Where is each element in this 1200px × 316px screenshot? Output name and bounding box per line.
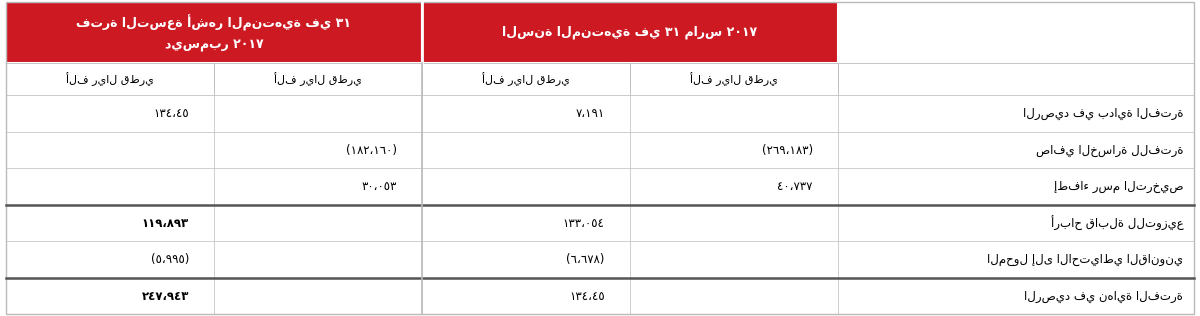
Bar	[214, 205, 422, 241]
Text: ألف ريال قطري: ألف ريال قطري	[274, 72, 361, 86]
Text: ديسمبر ٢٠١٧: ديسمبر ٢٠١٧	[164, 39, 263, 52]
Text: صافي الخسارة للفترة: صافي الخسارة للفترة	[1036, 144, 1183, 157]
Text: ١٣٤،٤٥: ١٣٤،٤٥	[569, 290, 605, 303]
Bar	[630, 278, 838, 314]
Bar	[6, 278, 214, 314]
Bar	[214, 95, 422, 132]
Bar	[6, 63, 214, 95]
Bar	[838, 168, 1194, 205]
Text: (١٨٢،١٦٠): (١٨٢،١٦٠)	[346, 144, 397, 157]
Text: (٦،٦٧٨): (٦،٦٧٨)	[566, 253, 605, 266]
Bar	[422, 132, 630, 168]
Bar	[422, 168, 630, 205]
Text: إطفاء رسم الترخيص: إطفاء رسم الترخيص	[1054, 180, 1183, 193]
Text: الرصيد في بداية الفترة: الرصيد في بداية الفترة	[1022, 107, 1183, 120]
Text: (٥،٩٩٥): (٥،٩٩٥)	[150, 253, 188, 266]
Bar	[214, 63, 422, 95]
Text: ألف ريال قطري: ألف ريال قطري	[690, 72, 778, 86]
Bar	[630, 95, 838, 132]
Bar	[422, 2, 838, 63]
Bar	[214, 278, 422, 314]
Text: أرباح قابلة للتوزيع: أرباح قابلة للتوزيع	[1050, 216, 1183, 231]
Bar	[6, 2, 422, 63]
Text: ١٣٣،٠٥٤: ١٣٣،٠٥٤	[563, 217, 605, 230]
Bar	[838, 278, 1194, 314]
Bar	[422, 278, 630, 314]
Text: المحول إلى الاحتياطي القانوني: المحول إلى الاحتياطي القانوني	[988, 253, 1183, 266]
Text: ٣٠،٠٥٣: ٣٠،٠٥٣	[361, 180, 397, 193]
Text: ١٣٤،٤٥: ١٣٤،٤٥	[154, 107, 188, 120]
Bar	[630, 63, 838, 95]
Bar	[6, 205, 214, 241]
Bar	[630, 205, 838, 241]
Bar	[630, 132, 838, 168]
Text: الرصيد في نهاية الفترة: الرصيد في نهاية الفترة	[1025, 290, 1183, 303]
Bar	[630, 168, 838, 205]
Text: ألف ريال قطري: ألف ريال قطري	[482, 72, 570, 86]
Bar	[838, 2, 1194, 63]
Text: (٢٦٩،١٨٣): (٢٦٩،١٨٣)	[762, 144, 812, 157]
Text: السنة المنتهية في ٣١ مارس ٢٠١٧: السنة المنتهية في ٣١ مارس ٢٠١٧	[502, 25, 757, 39]
Text: ألف ريال قطري: ألف ريال قطري	[66, 72, 154, 86]
Bar	[838, 132, 1194, 168]
Bar	[422, 63, 630, 95]
Bar	[6, 241, 214, 278]
Bar	[838, 205, 1194, 241]
Bar	[214, 168, 422, 205]
Bar	[422, 95, 630, 132]
Bar	[838, 63, 1194, 95]
Bar	[214, 132, 422, 168]
Bar	[422, 205, 630, 241]
Text: ٤٠،٧٣٧: ٤٠،٧٣٧	[778, 180, 812, 193]
Text: ٢٤٧،٩٤٣: ٢٤٧،٩٤٣	[142, 290, 188, 303]
Bar	[838, 95, 1194, 132]
Bar	[630, 241, 838, 278]
Bar	[6, 132, 214, 168]
Bar	[422, 241, 630, 278]
Text: ٧،١٩١: ٧،١٩١	[576, 107, 605, 120]
Bar	[838, 241, 1194, 278]
Text: ١١٩،٨٩٣: ١١٩،٨٩٣	[142, 217, 188, 230]
Bar	[6, 95, 214, 132]
Bar	[6, 168, 214, 205]
Bar	[214, 241, 422, 278]
Text: فترة التسعة أشهر المنتهية في ٣١: فترة التسعة أشهر المنتهية في ٣١	[77, 15, 352, 31]
